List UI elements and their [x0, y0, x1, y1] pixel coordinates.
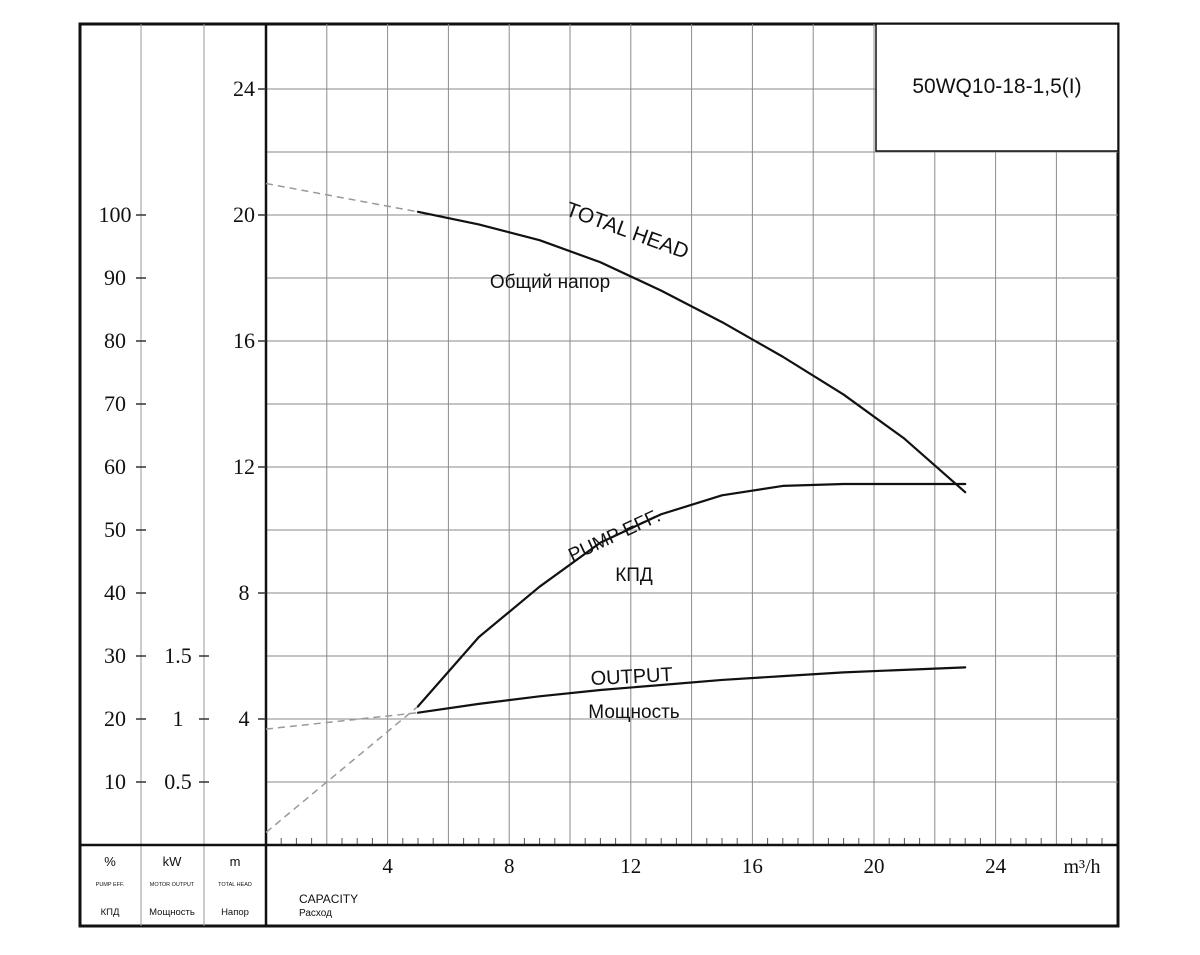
output-curve: [416, 666, 967, 714]
head-tick-label: 24: [233, 76, 255, 101]
pump-eff-curve: [416, 482, 967, 708]
kw-label-ru: Мощность: [149, 907, 195, 918]
x-tick-label: 24: [985, 854, 1007, 878]
pump-eff-extrapolation: [265, 705, 419, 833]
percent-tick-label: 90: [104, 265, 126, 290]
total-head-label-ru: Общий напор: [490, 272, 610, 293]
model-box: [875, 23, 1119, 152]
percent-label-ru: КПД: [101, 907, 120, 918]
output-extrapolation: [265, 711, 419, 730]
x-tick-label: 16: [742, 854, 763, 878]
percent-tick-label: 20: [104, 706, 126, 731]
power-tick-label: 0.5: [164, 769, 192, 794]
m-label-ru: Напор: [221, 907, 249, 918]
grid: [266, 24, 1118, 845]
model-label: 50WQ10-18-1,5(I): [912, 75, 1081, 98]
power-tick-label: 1.5: [164, 643, 192, 668]
percent-tick-label: 60: [104, 454, 126, 479]
output-label: OUTPUT: [590, 664, 673, 690]
head-tick-label: 12: [233, 454, 255, 479]
percent-tick-label: 100: [99, 202, 132, 227]
total-head-curve: [416, 210, 967, 494]
curves: [265, 182, 967, 833]
percent-tick-label: 40: [104, 580, 126, 605]
x-axis-label: CAPACITY: [299, 892, 358, 906]
output-label-ru: Мощность: [588, 702, 680, 723]
head-tick-label: 16: [233, 328, 255, 353]
x-axis-unit: m³/h: [1063, 856, 1100, 878]
percent-tick-label: 30: [104, 643, 126, 668]
kw-unit: kW: [163, 854, 183, 869]
percent-tick-label: 80: [104, 328, 126, 353]
x-tick-label: 20: [864, 854, 885, 878]
m-unit: m: [230, 854, 241, 869]
percent-tick-label: 70: [104, 391, 126, 416]
x-tick-label: 4: [382, 854, 393, 878]
power-tick-label: 1: [173, 706, 184, 731]
total-head-extrapolation: [265, 182, 419, 213]
m-label-en: TOTAL HEAD: [218, 882, 252, 888]
percent-tick-label: 10: [104, 769, 126, 794]
percent-label-en: PUMP EFF.: [96, 882, 125, 888]
kw-label-en: MOTOR OUTPUT: [150, 882, 195, 888]
tick-labels: 4 8 12 16 20 24481216202410203040506070809010…: [99, 76, 1007, 878]
percent-tick-label: 50: [104, 517, 126, 542]
x-axis-label-ru: Расход: [299, 908, 332, 919]
head-tick-label: 20: [233, 202, 255, 227]
head-tick-label: 4: [239, 706, 250, 731]
percent-unit: %: [104, 854, 116, 869]
x-tick-label: 8: [504, 854, 515, 878]
x-tick-label: 12: [620, 854, 641, 878]
pump-eff-label-ru: КПД: [615, 565, 653, 586]
head-tick-label: 8: [239, 580, 250, 605]
